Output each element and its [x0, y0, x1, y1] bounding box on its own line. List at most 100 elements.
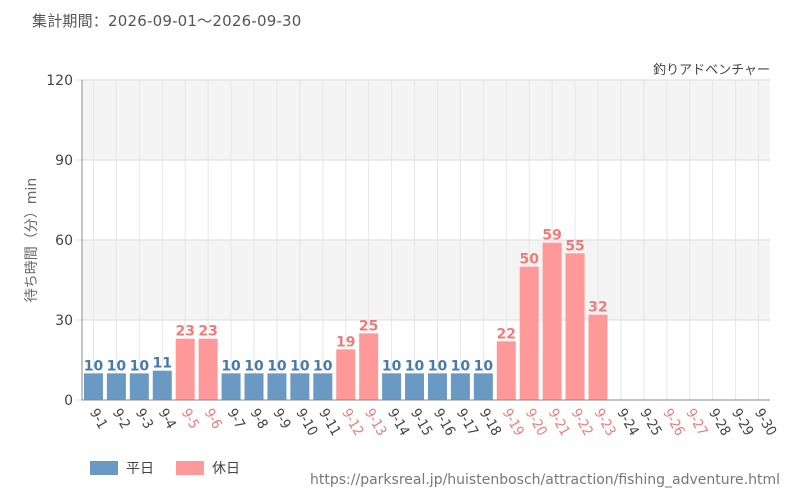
- x-tick-label: 9-4: [155, 406, 179, 432]
- value-label: 10: [107, 358, 127, 374]
- x-tick-label: 9-25: [636, 406, 664, 439]
- y-tick-label: 90: [55, 153, 73, 169]
- value-label: 11: [153, 356, 172, 372]
- value-label: 23: [198, 324, 217, 340]
- x-tick-label: 9-26: [659, 406, 687, 439]
- x-tick-label: 9-16: [430, 406, 458, 439]
- period-label: 集計期間：2026-09-01～2026-09-30: [32, 12, 302, 30]
- legend-label-holiday: 休日: [212, 461, 240, 477]
- x-tick-label: 9-23: [591, 406, 619, 439]
- x-tick-label: 9-10: [292, 406, 320, 439]
- bar: [382, 373, 402, 400]
- bar: [152, 370, 172, 400]
- x-tick-label: 9-2: [109, 406, 133, 432]
- bar: [129, 373, 149, 400]
- value-label: 59: [542, 228, 561, 244]
- x-tick-label: 9-24: [613, 406, 641, 439]
- value-label: 10: [405, 358, 425, 374]
- legend: 平日 休日: [90, 458, 240, 478]
- value-label: 10: [382, 358, 402, 374]
- bar: [496, 341, 516, 400]
- x-tick-label: 9-11: [315, 406, 343, 439]
- value-label: 10: [84, 358, 104, 374]
- bar: [267, 373, 287, 400]
- bar: [565, 253, 585, 400]
- y-tick-label: 30: [55, 313, 73, 329]
- value-label: 55: [565, 238, 584, 254]
- legend-label-weekday: 平日: [126, 461, 154, 477]
- value-label: 32: [588, 300, 607, 316]
- x-tick-labels: 9-19-29-39-49-59-69-79-89-99-109-119-129…: [86, 406, 779, 439]
- bar: [290, 373, 310, 400]
- value-label: 10: [313, 358, 333, 374]
- value-label: 10: [244, 358, 264, 374]
- bar: [450, 373, 470, 400]
- bar: [106, 373, 126, 400]
- value-label: 50: [519, 252, 539, 268]
- x-tick-label: 9-27: [682, 406, 710, 439]
- legend-swatch-holiday: [176, 461, 204, 475]
- y-axis-title: 待ち時間（分）min: [24, 178, 40, 302]
- value-label: 10: [474, 358, 494, 374]
- x-tick-label: 9-8: [247, 406, 271, 432]
- legend-swatch-weekday: [90, 461, 118, 475]
- x-tick-label: 9-6: [201, 406, 225, 432]
- x-tick-label: 9-22: [568, 406, 596, 439]
- y-tick-label: 60: [55, 233, 73, 249]
- bar: [542, 242, 562, 400]
- bar: [588, 314, 608, 400]
- source-url: https://parksreal.jp/huistenbosch/attrac…: [310, 472, 780, 488]
- x-tick-label: 9-9: [269, 406, 293, 432]
- grid-band: [82, 240, 770, 320]
- bar: [427, 373, 447, 400]
- bar: [244, 373, 264, 400]
- bar: [221, 373, 241, 400]
- x-tick-label: 9-15: [407, 406, 435, 439]
- bar: [519, 266, 539, 400]
- value-label: 10: [130, 358, 150, 374]
- bar: [198, 338, 218, 400]
- y-tick-label: 0: [64, 393, 73, 409]
- y-tick-labels: 0 30 60 90 120: [46, 73, 73, 409]
- value-label: 10: [428, 358, 448, 374]
- value-label: 10: [267, 358, 287, 374]
- legend-item-weekday[interactable]: 平日: [90, 458, 154, 478]
- x-tick-label: 9-18: [476, 406, 504, 439]
- bar: [336, 349, 356, 400]
- value-label: 19: [336, 334, 355, 350]
- value-label: 22: [497, 326, 516, 342]
- bar: [175, 338, 195, 400]
- series-title: 釣りアドベンチャー: [653, 62, 770, 78]
- x-tick-label: 9-3: [132, 406, 156, 432]
- grid-band: [82, 80, 770, 160]
- bar: [359, 333, 379, 400]
- legend-item-holiday[interactable]: 休日: [176, 458, 240, 478]
- y-tick-label: 120: [46, 73, 73, 89]
- value-label: 10: [451, 358, 471, 374]
- x-tick-label: 9-19: [499, 406, 527, 439]
- x-tick-label: 9-17: [453, 406, 481, 439]
- x-tick-label: 9-29: [728, 406, 756, 439]
- x-tick-label: 9-30: [751, 406, 779, 439]
- bar: [313, 373, 333, 400]
- x-tick-label: 9-5: [178, 406, 202, 432]
- background-bands: [82, 80, 770, 320]
- x-tick-label: 9-20: [522, 406, 550, 439]
- value-label: 25: [359, 318, 378, 334]
- x-tick-label: 9-1: [86, 406, 110, 432]
- bar: [473, 373, 493, 400]
- value-label: 23: [175, 324, 194, 340]
- x-tick-label: 9-7: [224, 406, 248, 432]
- value-label: 10: [221, 358, 241, 374]
- value-label: 10: [290, 358, 310, 374]
- bar: [83, 373, 103, 400]
- x-tick-label: 9-28: [705, 406, 733, 439]
- x-tick-label: 9-21: [545, 406, 573, 439]
- x-tick-label: 9-13: [361, 406, 389, 439]
- x-tick-label: 9-14: [384, 406, 412, 439]
- bar: [405, 373, 425, 400]
- bars: [83, 242, 608, 400]
- x-tick-label: 9-12: [338, 406, 366, 439]
